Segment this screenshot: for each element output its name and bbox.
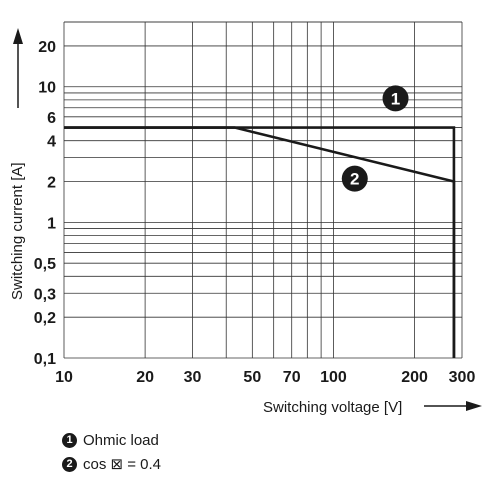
x-tick-label: 100 (320, 369, 347, 386)
legend: 1 Ohmic load 2 cos ⊠ = 0.4 (62, 428, 161, 476)
y-tick-labels: 0,1 0,2 0,3 0,5 1 2 4 6 10 20 (34, 39, 56, 368)
series-2-badge-icon: 2 (62, 456, 77, 472)
y-tick-label: 0,3 (34, 286, 56, 303)
series-badges: 12 (341, 85, 409, 192)
x-tick-label: 200 (401, 369, 428, 386)
series-1-line (64, 126, 456, 358)
y-tick-label: 0,2 (34, 310, 56, 327)
x-tick-label: 10 (55, 369, 73, 386)
y-tick-label: 10 (38, 80, 56, 97)
x-axis-label: Switching voltage [V] (263, 399, 402, 416)
legend-label-1: Ohmic load (83, 431, 159, 449)
x-tick-label: 30 (184, 369, 202, 386)
x-tick-label: 300 (449, 369, 476, 386)
series-2-line (64, 126, 456, 358)
legend-item-2: 2 cos ⊠ = 0.4 (62, 452, 161, 476)
series-lines (64, 126, 456, 358)
series-2-badge-icon (341, 165, 368, 192)
series-2-badge-label: 2 (350, 170, 359, 189)
y-tick-label: 0,5 (34, 256, 56, 273)
legend-label-2: cos ⊠ = 0.4 (83, 456, 162, 473)
y-axis-label: Switching current [A] (9, 162, 26, 300)
y-axis-arrow-head (13, 28, 23, 44)
y-tick-label: 0,1 (34, 351, 56, 368)
x-tick-label: 70 (283, 369, 301, 386)
y-tick-label: 6 (47, 110, 56, 127)
x-axis-arrow-head (466, 401, 482, 411)
y-tick-label: 1 (47, 215, 56, 232)
grid-lines (63, 21, 463, 359)
y-tick-label: 2 (47, 175, 56, 192)
legend-item-1: 1 Ohmic load (62, 428, 161, 452)
series-1-badge-icon: 1 (62, 432, 77, 448)
x-tick-label: 50 (243, 369, 261, 386)
y-tick-label: 20 (38, 39, 56, 56)
x-tick-labels: 10 20 30 50 70 100 200 300 (55, 369, 475, 386)
x-tick-label: 20 (136, 369, 154, 386)
series-1-badge-icon (382, 85, 409, 112)
y-tick-label: 4 (47, 134, 56, 151)
series-1-badge-label: 1 (391, 89, 400, 108)
